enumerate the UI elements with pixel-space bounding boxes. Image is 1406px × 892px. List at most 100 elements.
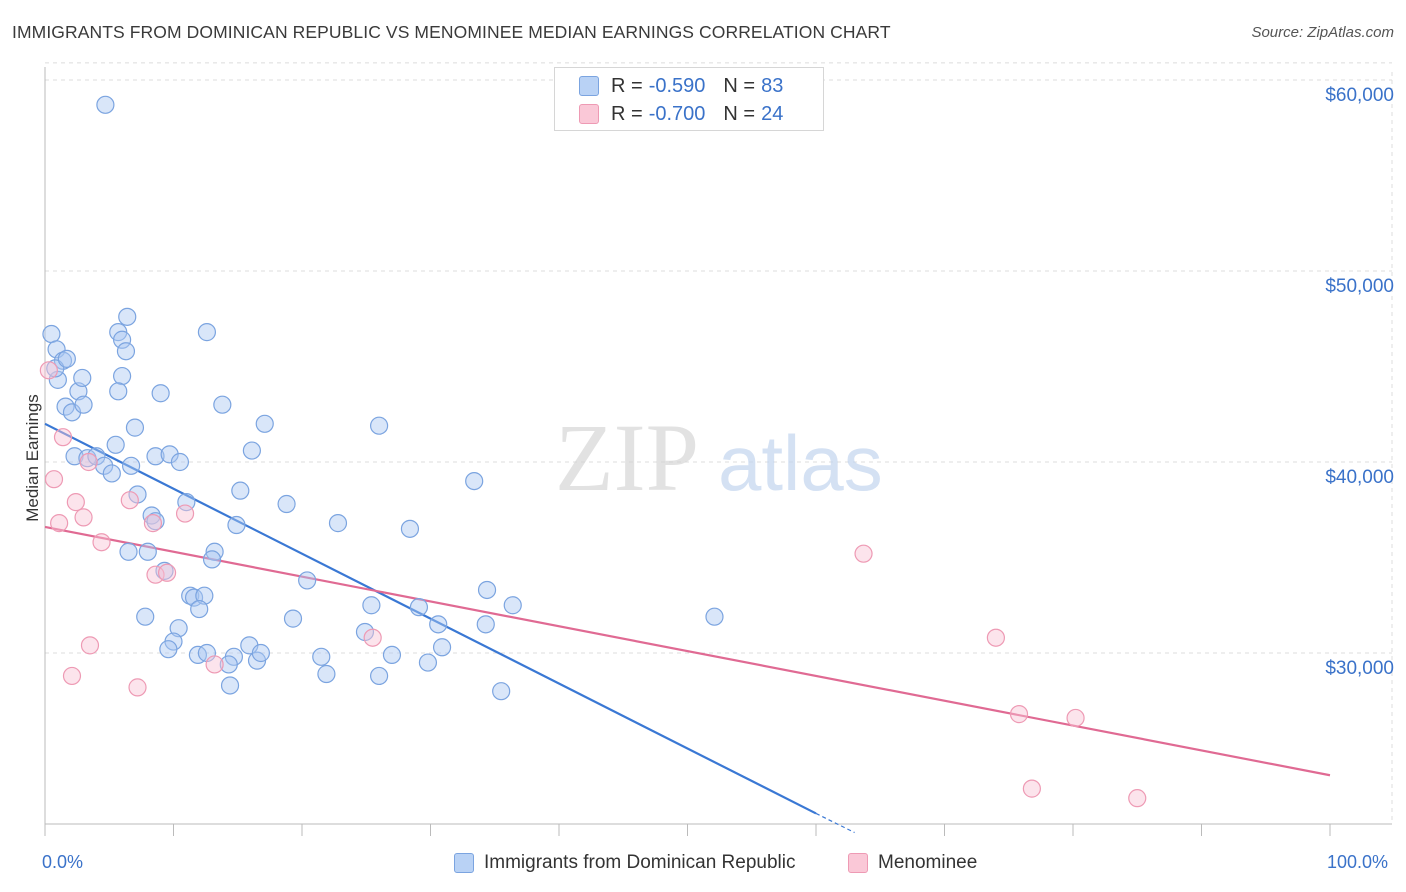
scatter-point — [705, 607, 724, 626]
y-tick-label: $50,000 — [1325, 276, 1394, 297]
scatter-point — [220, 676, 240, 695]
legend-swatch-blue — [579, 76, 599, 96]
scatter-point — [409, 598, 429, 617]
scatter-point — [96, 95, 115, 114]
scatter-point — [112, 330, 132, 349]
scatter-point — [175, 504, 195, 523]
source-credit: Source: ZipAtlas.com — [1251, 24, 1394, 41]
scatter-point — [298, 571, 317, 590]
scatter-point — [120, 491, 139, 510]
scatter-point — [92, 533, 111, 552]
scatter-point — [328, 514, 348, 533]
scatter-point — [213, 395, 232, 414]
scatter-point — [53, 428, 73, 447]
legend-swatch-pink — [848, 853, 868, 873]
scatter-point — [255, 414, 274, 433]
watermark-atlas: atlas — [718, 419, 883, 507]
scatter-point — [362, 596, 381, 615]
scatter-point — [400, 519, 420, 538]
scatter-point — [492, 682, 511, 701]
scatter-point — [143, 514, 163, 533]
legend-label: Immigrants from Dominican Republic — [484, 852, 796, 873]
scatter-point — [195, 586, 214, 605]
scatter-point — [119, 542, 138, 561]
scatter-point — [159, 640, 178, 659]
x-tick-label: 100.0% — [1327, 852, 1389, 872]
scatter-point — [44, 470, 64, 489]
scatter-point — [95, 456, 114, 475]
scatter-point — [112, 366, 132, 386]
r-value: -0.590 — [648, 74, 706, 97]
scatter-point — [118, 307, 137, 326]
y-tick-label: $60,000 — [1325, 85, 1394, 106]
trend-line — [44, 525, 1331, 777]
legend-swatch-pink — [579, 104, 599, 124]
scatter-point — [1128, 789, 1147, 808]
scatter-point — [66, 493, 85, 512]
r-label: R = — [611, 102, 643, 125]
scatter-point — [42, 324, 61, 344]
legend-row-pink: R = -0.700 N = 24 — [555, 99, 783, 129]
y-axis-label: Median Earnings — [23, 394, 42, 522]
scatter-point — [146, 512, 165, 531]
scatter-point — [382, 645, 402, 665]
scatter-point — [242, 441, 261, 460]
scatter-point — [477, 580, 497, 600]
scatter-point — [251, 643, 270, 663]
n-label: N = — [723, 74, 756, 97]
scatter-point — [170, 452, 190, 472]
n-value: 83 — [761, 74, 784, 97]
scatter-point — [57, 349, 76, 368]
scatter-point — [317, 664, 336, 684]
scatter-point — [432, 638, 452, 657]
r-label: R = — [611, 74, 643, 97]
scatter-point — [146, 447, 165, 466]
scatter-point — [80, 636, 100, 655]
scatter-point — [39, 361, 58, 380]
scatter-point — [1022, 779, 1041, 798]
scatter-point — [312, 647, 331, 666]
scatter-point — [231, 481, 250, 500]
scatter-point — [429, 615, 448, 634]
scatter-point — [370, 416, 389, 435]
scatter-point — [128, 678, 147, 697]
scatter-point — [169, 619, 188, 638]
scatter-point — [227, 515, 246, 535]
scatter-point — [102, 464, 121, 483]
x-tick-label: 0.0% — [42, 852, 84, 872]
scatter-point — [283, 609, 303, 628]
scatter-point — [160, 445, 179, 464]
scatter-point — [1009, 705, 1029, 724]
scatter-point — [74, 508, 93, 527]
y-tick-label: $30,000 — [1325, 658, 1394, 679]
scatter-point — [125, 418, 145, 437]
scatter-point — [370, 666, 389, 686]
scatter-point — [69, 382, 88, 401]
scatter-point — [202, 550, 222, 569]
scatter-point — [205, 655, 224, 674]
scatter-point — [146, 565, 165, 584]
scatter-point — [73, 368, 92, 388]
scatter-point — [138, 542, 157, 561]
scatter-point — [219, 655, 238, 674]
trend-line — [44, 422, 817, 815]
legend-item-menominee: Menominee — [848, 852, 977, 874]
trend-line-extension — [815, 812, 855, 834]
legend-row-blue: R = -0.590 N = 83 — [555, 71, 783, 101]
scatter-point — [418, 653, 438, 672]
scatter-point — [363, 628, 382, 647]
scatter-point — [109, 382, 128, 401]
watermark-zip: ZIP — [555, 404, 699, 511]
y-tick-label: $40,000 — [1325, 467, 1394, 488]
scatter-point — [197, 323, 217, 342]
scatter-point — [50, 514, 69, 533]
scatter-point — [986, 628, 1006, 647]
scatter-point — [854, 544, 873, 563]
scatter-point — [188, 645, 208, 665]
scatter-point — [1066, 708, 1085, 728]
scatter-point — [121, 456, 141, 475]
n-value: 24 — [761, 102, 784, 125]
legend-item-dominican: Immigrants from Dominican Republic — [454, 852, 796, 874]
scatter-point — [157, 563, 177, 582]
